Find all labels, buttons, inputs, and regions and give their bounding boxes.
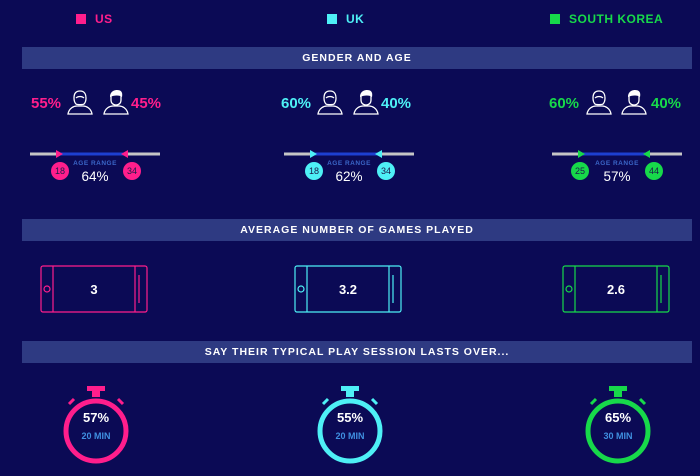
section-header-gender-age: GENDER AND AGE bbox=[22, 47, 692, 69]
uk-games-value: 3.2 bbox=[338, 281, 358, 297]
female-person-icon bbox=[586, 90, 612, 115]
kr-age-range-bar bbox=[552, 150, 682, 158]
uk-session-pct: 55% bbox=[336, 410, 364, 425]
legend: US UK SOUTH KOREA bbox=[0, 12, 700, 32]
us-stopwatch-icon bbox=[63, 386, 129, 464]
us-age-range-label: AGE RANGE bbox=[73, 160, 117, 167]
section-header-session: SAY THEIR TYPICAL PLAY SESSION LASTS OVE… bbox=[22, 341, 692, 363]
us-age-range-bar bbox=[30, 150, 160, 158]
us-male-pct: 45% bbox=[131, 95, 162, 112]
uk-female-pct: 60% bbox=[281, 95, 312, 112]
legend-swatch-south-korea bbox=[550, 14, 560, 24]
us-age-range: AGE RANGE 64% 18 34 bbox=[30, 148, 160, 198]
legend-item-south-korea: SOUTH KOREA bbox=[550, 12, 663, 26]
kr-session-time: 30 MIN bbox=[603, 431, 633, 441]
uk-phone-icon bbox=[294, 265, 402, 313]
kr-stopwatch-icon bbox=[585, 386, 651, 464]
male-person-icon bbox=[353, 90, 379, 115]
kr-games-value-box: 2.6 bbox=[562, 265, 670, 313]
kr-phone-icon bbox=[562, 265, 670, 313]
us-phone-icon bbox=[40, 265, 148, 313]
legend-swatch-us bbox=[76, 14, 86, 24]
kr-age-range: AGE RANGE 57% 25 44 bbox=[552, 148, 682, 198]
legend-swatch-uk bbox=[327, 14, 337, 24]
uk-age-range: AGE RANGE 62% 18 34 bbox=[284, 148, 414, 198]
kr-session-pct: 65% bbox=[604, 410, 632, 425]
legend-item-uk: UK bbox=[327, 12, 364, 26]
section-header-games: AVERAGE NUMBER OF GAMES PLAYED bbox=[22, 219, 692, 241]
male-person-icon bbox=[103, 90, 129, 115]
kr-age-max-badge: 44 bbox=[645, 162, 663, 180]
us-age-max-badge: 34 bbox=[123, 162, 141, 180]
kr-age-range-label: AGE RANGE bbox=[595, 160, 639, 167]
legend-label-south-korea: SOUTH KOREA bbox=[569, 12, 664, 26]
us-female-pct: 55% bbox=[31, 95, 62, 112]
legend-item-us: US bbox=[76, 12, 113, 26]
kr-age-min-badge: 25 bbox=[571, 162, 589, 180]
legend-label-us: US bbox=[95, 12, 113, 26]
uk-age-min-badge: 18 bbox=[305, 162, 323, 180]
kr-female-pct: 60% bbox=[549, 95, 580, 112]
us-session-pct: 57% bbox=[82, 410, 110, 425]
female-person-icon bbox=[67, 90, 93, 115]
uk-stopwatch-icon bbox=[317, 386, 383, 464]
uk-games-value-box: 3.2 bbox=[294, 265, 402, 313]
uk-age-range-label: AGE RANGE bbox=[327, 160, 371, 167]
uk-age-max-badge: 34 bbox=[377, 162, 395, 180]
male-person-icon bbox=[621, 90, 647, 115]
us-age-range-pct: 64% bbox=[81, 169, 109, 184]
uk-age-range-pct: 62% bbox=[335, 169, 363, 184]
kr-games-value: 2.6 bbox=[606, 281, 626, 297]
kr-male-pct: 40% bbox=[651, 95, 682, 112]
legend-label-uk: UK bbox=[346, 12, 365, 26]
uk-age-range-bar bbox=[284, 150, 414, 158]
kr-age-range-pct: 57% bbox=[603, 169, 631, 184]
uk-session-time: 20 MIN bbox=[335, 431, 365, 441]
us-games-value: 3 bbox=[90, 281, 98, 297]
us-age-min-badge: 18 bbox=[51, 162, 69, 180]
us-session-time: 20 MIN bbox=[81, 431, 111, 441]
female-person-icon bbox=[317, 90, 343, 115]
uk-male-pct: 40% bbox=[381, 95, 412, 112]
us-games-value-box: 3 bbox=[40, 265, 148, 313]
